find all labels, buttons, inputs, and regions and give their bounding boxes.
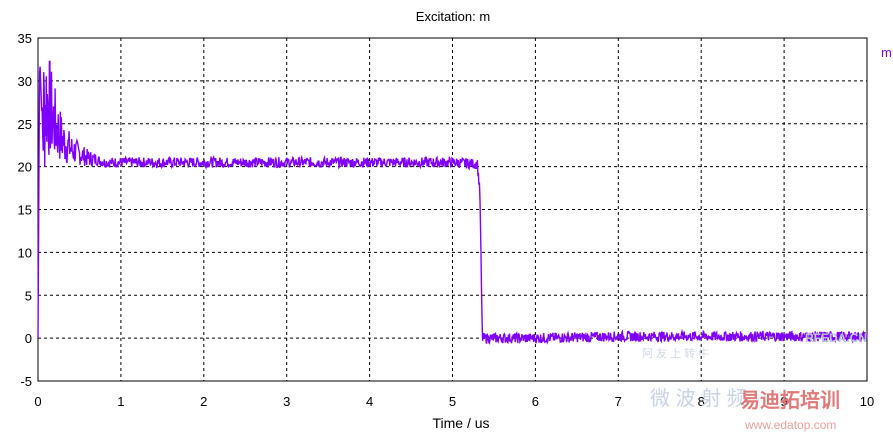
- y-tick-label: 35: [18, 31, 32, 46]
- watermark-text-5: www.edatop.com: [744, 418, 836, 432]
- x-tick-label: 10: [860, 394, 874, 409]
- x-tick-label: 8: [698, 394, 705, 409]
- y-tick-label: 20: [18, 160, 32, 175]
- x-tick-label: 7: [615, 394, 622, 409]
- x-tick-label: 9: [780, 394, 787, 409]
- series-line-m: [37, 60, 868, 345]
- x-tick-label: 0: [34, 394, 41, 409]
- y-tick-label: -5: [20, 374, 32, 389]
- watermark-text-3: 微 波 射 频: [650, 387, 747, 410]
- y-tick-label: 10: [18, 245, 32, 260]
- grid: [38, 38, 867, 381]
- x-axis-label: Time / us: [432, 415, 489, 431]
- x-tick-label: 6: [532, 394, 539, 409]
- x-tick-label: 1: [117, 394, 124, 409]
- y-tick-label: 15: [18, 203, 32, 218]
- y-tick-label: 0: [25, 331, 32, 346]
- legend-entry-m: m: [881, 45, 892, 60]
- y-tick-label: 30: [18, 74, 32, 89]
- chart-title: Excitation: m: [416, 9, 490, 24]
- watermark-text-2: RFEDA.CN: [805, 331, 867, 345]
- x-tick-label: 5: [449, 394, 456, 409]
- y-tick-label: 5: [25, 288, 32, 303]
- x-tick-label: 2: [200, 394, 207, 409]
- series-group: [37, 60, 868, 345]
- x-tick-label: 3: [283, 394, 290, 409]
- watermark-text-4: 易迪拓培训: [740, 388, 840, 412]
- y-tick-label: 25: [18, 117, 32, 132]
- x-tick-label: 4: [366, 394, 373, 409]
- watermark-text-1: 阿 友 上 转 牛: [642, 346, 709, 360]
